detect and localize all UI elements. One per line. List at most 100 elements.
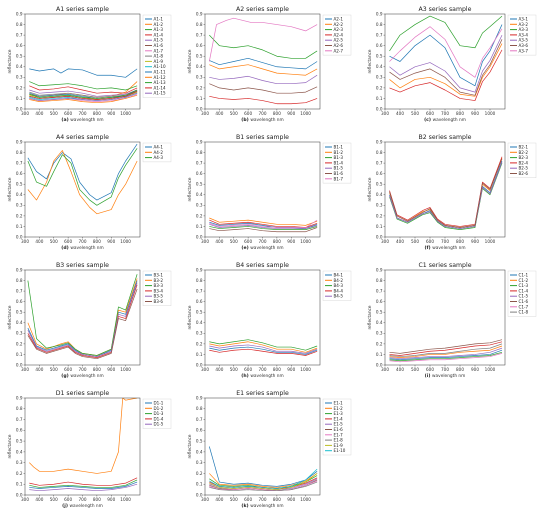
series-line-B3-4 — [27, 284, 138, 358]
subplot-title: D1 series sample — [56, 390, 110, 397]
x-tick-label: 1000 — [120, 239, 131, 244]
x-axis-label: (e) wavelength nm — [241, 245, 283, 251]
y-axis-label: reflectance — [7, 177, 13, 201]
y-tick-label: 0.8 — [376, 150, 383, 155]
legend-entry: A1-6 — [154, 43, 164, 48]
series-line-A2-7 — [208, 17, 318, 62]
x-tick-label: 600 — [244, 497, 252, 502]
y-tick-label: 0.3 — [376, 203, 383, 208]
subplot-letter: (b) — [241, 117, 250, 123]
x-tick-label: 500 — [230, 111, 238, 116]
legend-entry: B2-4 — [519, 160, 529, 165]
y-tick-label: 0.0 — [16, 492, 23, 497]
x-tick-label: 400 — [215, 497, 223, 502]
x-tick-label: 800 — [93, 239, 101, 244]
series-line-A1-1 — [29, 68, 138, 78]
y-tick-label: 0.0 — [16, 362, 23, 367]
y-tick-label: 0.6 — [196, 171, 203, 176]
subplot-title: B1 series sample — [236, 134, 289, 141]
series-line-B1-4 — [209, 219, 318, 228]
x-tick-label: 400 — [35, 367, 43, 372]
series-line-B2-2 — [389, 157, 503, 228]
y-tick-label: 0.6 — [16, 428, 23, 433]
x-tick-label: 600 — [426, 367, 434, 372]
y-tick-label: 0.7 — [196, 161, 203, 166]
x-tick-label: 600 — [64, 239, 72, 244]
y-tick-label: 0.7 — [196, 33, 203, 38]
y-tick-label: 0.2 — [16, 471, 23, 476]
series-line-D1-1 — [29, 481, 138, 489]
y-axis-label: reflectance — [7, 434, 13, 458]
y-tick-label: 0.9 — [16, 139, 23, 144]
x-tick-label: 600 — [64, 497, 72, 502]
legend-entry: B2-6 — [519, 171, 529, 176]
x-tick-label: 700 — [79, 111, 87, 116]
y-tick-label: 0.1 — [196, 352, 203, 357]
series-line-A1-4 — [29, 85, 138, 94]
legend-entry: B1-1 — [334, 145, 344, 150]
series-line-A1-3 — [29, 81, 138, 91]
x-tick-label: 600 — [64, 111, 72, 116]
y-tick-label: 0.0 — [16, 106, 23, 111]
x-tick-label: 1000 — [300, 367, 311, 372]
series-line-A3-4 — [389, 49, 503, 101]
subplot-h: B4 series sample 0.0 0.1 0.2 0.3 0.4 0.5 0.6 0.7… — [187, 262, 352, 379]
y-axis-label: reflectance — [187, 49, 193, 73]
legend-entry: A2-6 — [334, 43, 344, 48]
x-tick-label: 1000 — [300, 239, 311, 244]
y-tick-label: 0.6 — [376, 171, 383, 176]
x-tick-label: 400 — [35, 111, 43, 116]
subplot-letter: (j) — [62, 503, 69, 509]
series-line-B1-3 — [209, 226, 318, 230]
series-line-B3-1 — [27, 280, 138, 357]
y-tick-label: 0.4 — [376, 192, 383, 197]
x-tick-label: 600 — [244, 367, 252, 372]
legend-entry: D1-5 — [154, 422, 164, 427]
y-tick-label: 0.3 — [376, 75, 383, 80]
series-line-B2-4 — [389, 156, 503, 227]
subplot-title: A3 series sample — [419, 6, 472, 13]
subplot-title: A2 series sample — [236, 6, 289, 13]
y-tick-label: 0.3 — [196, 331, 203, 336]
y-tick-label: 0.3 — [16, 75, 23, 80]
y-tick-label: 0.6 — [376, 299, 383, 304]
legend-entry: A1-3 — [154, 27, 164, 32]
y-tick-label: 0.3 — [376, 331, 383, 336]
y-axis-label: reflectance — [187, 434, 193, 458]
series-line-E1-8 — [209, 481, 318, 492]
y-tick-label: 0.6 — [16, 299, 23, 304]
legend-entry: A3-4 — [519, 32, 529, 37]
x-tick-label: 700 — [441, 111, 449, 116]
x-tick-label: 700 — [259, 111, 267, 116]
x-tick-label: 800 — [93, 111, 101, 116]
y-tick-label: 0.3 — [196, 203, 203, 208]
x-tick-label: 600 — [244, 239, 252, 244]
x-axis-label: (d) wavelength nm — [61, 245, 103, 251]
legend-entry: D1-1 — [154, 401, 164, 406]
y-tick-label: 0.2 — [16, 85, 23, 90]
legend-entry: A1-13 — [154, 80, 166, 85]
legend-entry: B4-3 — [334, 283, 344, 288]
x-tick-label: 300 — [201, 367, 209, 372]
legend — [142, 270, 172, 306]
legend-entry: A1-12 — [154, 75, 166, 80]
x-tick-label: 600 — [426, 239, 434, 244]
subplot-letter: (c) — [424, 117, 433, 123]
x-tick-label: 800 — [273, 367, 281, 372]
y-axis-label: reflectance — [367, 177, 373, 201]
x-tick-label: 300 — [21, 497, 29, 502]
legend-entry: C1-1 — [519, 273, 529, 278]
y-tick-label: 0.8 — [16, 22, 23, 27]
subplot-letter: (f) — [424, 245, 432, 251]
subplot-f: B2 series sample 0.0 0.1 0.2 0.3 0.4 0.5 0.6 0.7… — [367, 134, 537, 251]
y-tick-label: 0.2 — [376, 341, 383, 346]
y-axis-label: reflectance — [187, 177, 193, 201]
y-axis-label: reflectance — [7, 49, 13, 73]
y-tick-label: 0.3 — [196, 75, 203, 80]
x-tick-label: 400 — [215, 111, 223, 116]
legend-entry: A3-5 — [519, 38, 529, 43]
y-tick-label: 0.3 — [16, 203, 23, 208]
subplot-g: B3 series sample 0.0 0.1 0.2 0.3 0.4 0.5 0.6 0.7… — [7, 262, 172, 379]
series-line-A3-1 — [389, 24, 503, 87]
series-line-A2-3 — [209, 34, 318, 59]
